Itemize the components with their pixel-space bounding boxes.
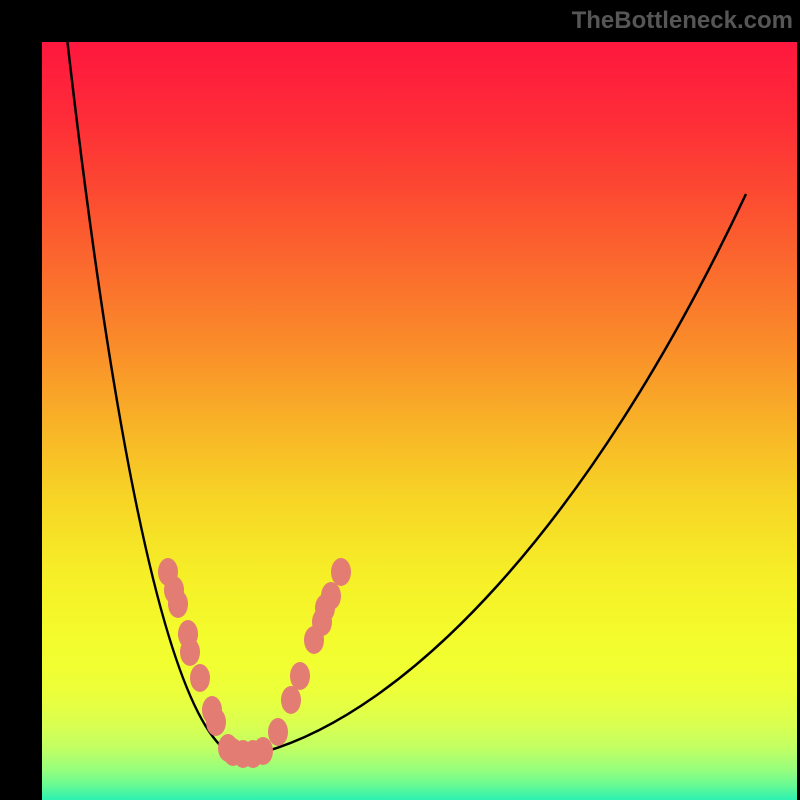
data-marker [253,737,273,765]
canvas-root: TheBottleneck.com [0,0,800,800]
data-marker [268,718,288,746]
data-marker [168,590,188,618]
data-marker [331,558,351,586]
watermark-text: TheBottleneck.com [572,7,793,35]
gradient-background [42,42,797,800]
data-marker [190,664,210,692]
data-marker [321,582,341,610]
data-marker [206,708,226,736]
plot-area [42,42,797,800]
data-marker [281,686,301,714]
data-marker [180,638,200,666]
data-marker [290,662,310,690]
plot-svg [42,42,797,800]
